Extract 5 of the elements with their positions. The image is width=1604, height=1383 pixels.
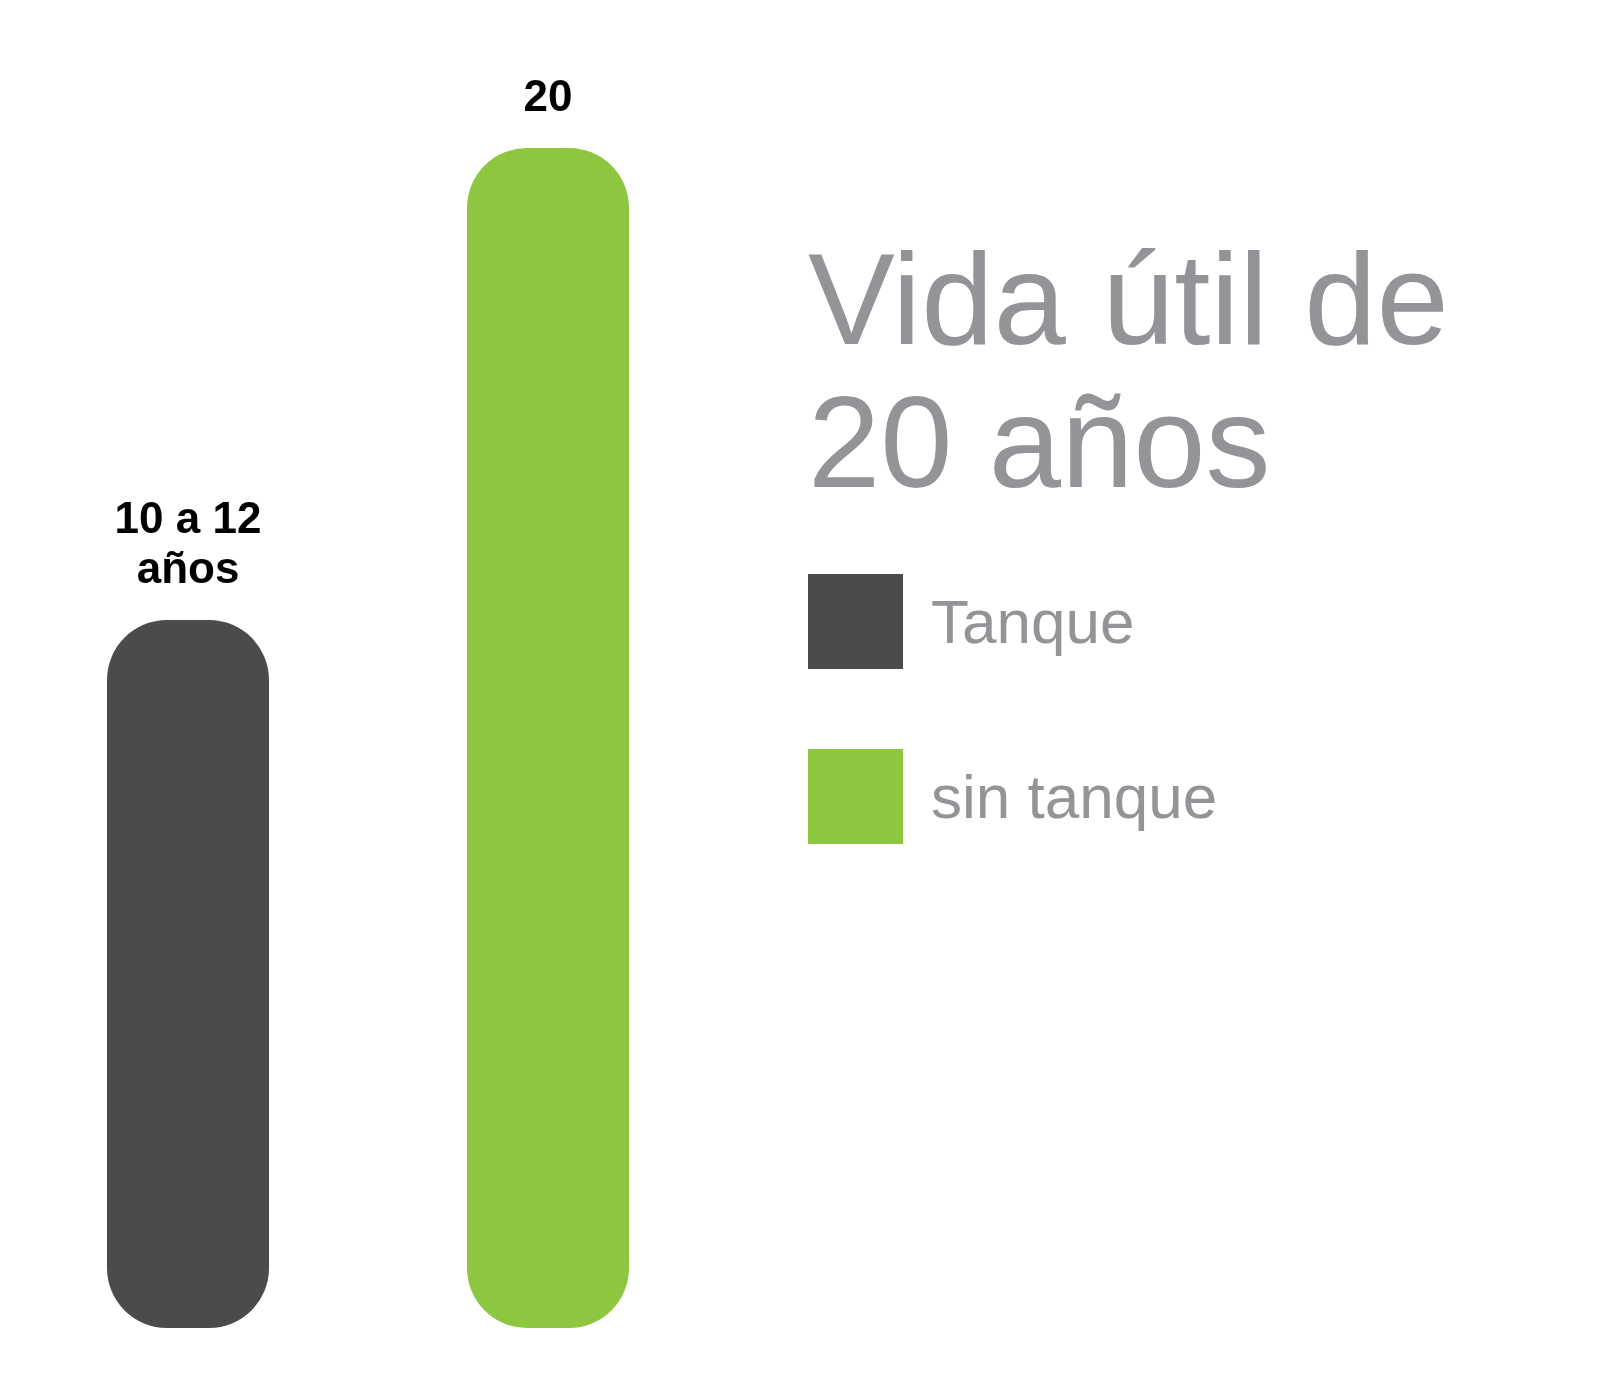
legend-label: Tanque [931, 586, 1135, 657]
data-label: 20 [523, 71, 573, 121]
text: Vida útil de 20 años [808, 226, 1450, 515]
legend-label: sin tanque [931, 761, 1218, 832]
data-label: 10 a 12 años [114, 493, 262, 593]
